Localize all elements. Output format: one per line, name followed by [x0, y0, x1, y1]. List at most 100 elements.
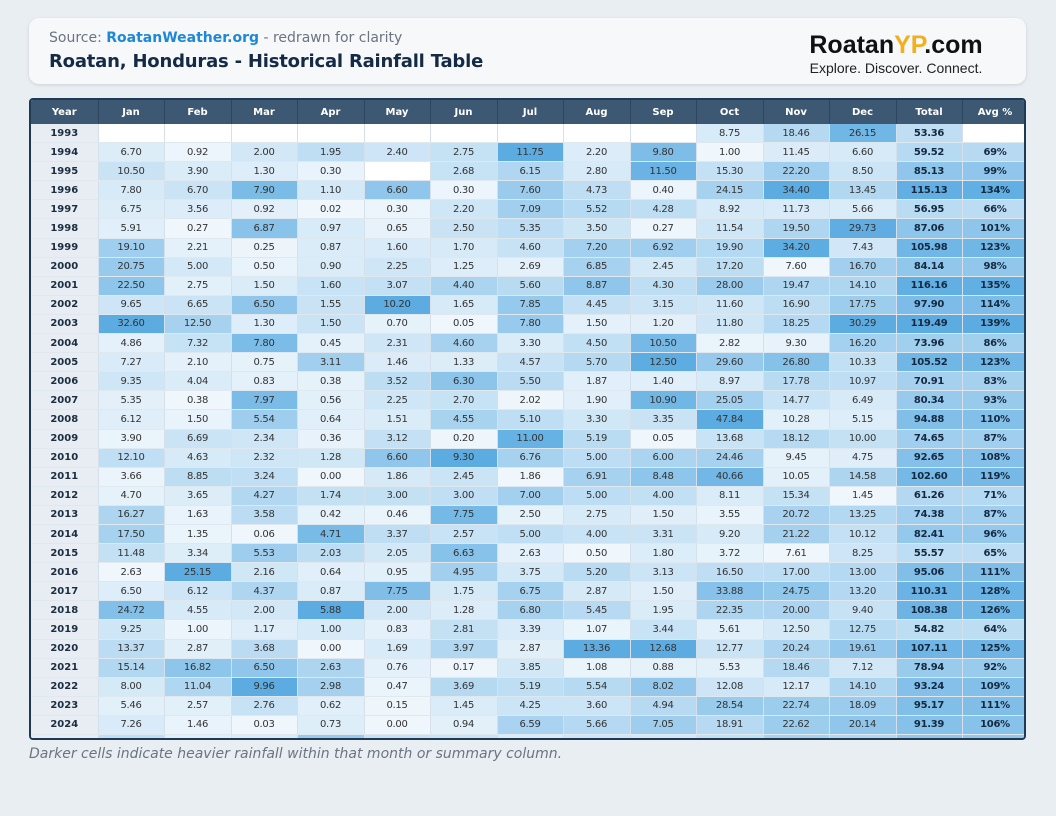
rainfall-cell: 0.15 [364, 696, 431, 716]
rainfall-cell: 19.10 [98, 238, 165, 258]
rainfall-cell: 10.90 [630, 390, 697, 411]
logo-wordmark: RoatanYP.com [796, 30, 996, 60]
rainfall-cell: 6.60 [829, 142, 897, 163]
rainfall-cell: 12.77 [696, 639, 764, 659]
rainfall-cell: 0.02 [297, 199, 365, 220]
rainfall-cell: 2.75 [563, 505, 631, 525]
rainfall-cell: 3.97 [430, 639, 498, 659]
total-cell: 56.95 [896, 199, 963, 220]
rainfall-cell: 0.45 [297, 333, 365, 354]
year-cell: 2022 [31, 677, 99, 697]
table-row: 2007 5.35 0.38 7.97 0.56 2.25 2.70 2.02 1.90 10.9… [31, 390, 1024, 411]
rainfall-cell: 3.07 [364, 276, 431, 296]
avg-percent-cell: 64% [962, 619, 1024, 640]
rainfall-table-frame: Year Jan Feb Mar Apr May Jun Jul Aug Sep Oct Nov Dec… [29, 98, 1026, 740]
rainfall-cell: 3.44 [630, 619, 697, 640]
rainfall-cell: 0.64 [297, 562, 365, 583]
year-cell: 1998 [31, 218, 99, 239]
rainfall-cell: 0.38 [297, 371, 365, 392]
rainfall-cell: 13.20 [829, 581, 897, 602]
rainfall-cell: 34.20 [763, 238, 830, 258]
total-cell: 95.17 [896, 696, 963, 716]
rainfall-cell: 3.90 [164, 161, 232, 182]
rainfall-cell: 3.30 [497, 333, 564, 354]
rainfall-cell: 4.00 [630, 486, 697, 506]
total-cell: 53.36 [896, 124, 963, 144]
rainfall-cell: 19.61 [829, 639, 897, 659]
rainfall-cell: 1.50 [630, 505, 697, 525]
rainfall-cell: 13.77 [829, 734, 897, 738]
rainfall-cell: 17.20 [696, 257, 764, 277]
year-cell: 2008 [31, 409, 99, 430]
rainfall-cell: 2.05 [364, 543, 431, 564]
rainfall-cell: 7.00 [497, 486, 564, 506]
rainfall-cell: 1.50 [164, 409, 232, 430]
rainfall-cell: 0.38 [164, 390, 232, 411]
rainfall-cell: 0.30 [430, 180, 498, 201]
rainfall-cell: 2.70 [430, 390, 498, 411]
table-row: 202512.312.791.533.432.812.403.283.332.4… [31, 734, 1024, 738]
rainfall-cell: 0.00 [364, 715, 431, 736]
rainfall-cell: 18.25 [763, 314, 830, 335]
rainfall-cell: 6.00 [630, 448, 697, 468]
rainfall-cell: 2.00 [231, 142, 298, 163]
rainfall-cell: 5.54 [563, 677, 631, 697]
rainfall-cell: 1.00 [164, 619, 232, 640]
rainfall-cell: 0.30 [297, 161, 365, 182]
rainfall-cell: 11.73 [763, 199, 830, 220]
rainfall-cell: 16.70 [829, 257, 897, 277]
avg-percent-cell: 128% [962, 581, 1024, 602]
rainfall-cell: 6.65 [164, 295, 232, 315]
rainfall-cell: 0.05 [430, 314, 498, 335]
rainfall-cell: 8.48 [630, 467, 697, 487]
rainfall-cell [98, 124, 165, 144]
rainfall-cell: 2.82 [696, 333, 764, 354]
avg-percent-cell: 111% [962, 696, 1024, 716]
year-cell: 2006 [31, 371, 99, 392]
source-site-link[interactable]: RoatanWeather.org [106, 30, 260, 46]
rainfall-cell: 5.61 [696, 619, 764, 640]
rainfall-cell: 2.20 [563, 142, 631, 163]
year-cell: 2012 [31, 486, 99, 506]
rainfall-cell: 3.28 [497, 734, 564, 738]
column-header-mar: Mar [231, 100, 298, 124]
column-header-year: Year [31, 100, 99, 124]
rainfall-cell: 0.30 [364, 199, 431, 220]
rainfall-cell [630, 124, 697, 144]
rainfall-cell: 7.09 [497, 199, 564, 220]
column-header-may: May [364, 100, 431, 124]
column-header-jun: Jun [430, 100, 498, 124]
year-cell: 2024 [31, 715, 99, 736]
rainfall-cell: 16.50 [696, 562, 764, 583]
avg-percent-cell: 134% [962, 180, 1024, 201]
rainfall-cell: 7.32 [164, 333, 232, 354]
rainfall-cell: 5.20 [563, 562, 631, 583]
rainfall-cell: 6.50 [231, 658, 298, 678]
rainfall-cell: 3.30 [563, 409, 631, 430]
rainfall-cell: 2.32 [231, 448, 298, 468]
rainfall-cell: 25.05 [696, 390, 764, 411]
year-cell: 2020 [31, 639, 99, 659]
rainfall-cell: 7.90 [231, 180, 298, 201]
logo-part-yp: YP [894, 31, 925, 59]
rainfall-cell: 1.69 [364, 639, 431, 659]
total-cell: 108.38 [896, 600, 963, 621]
table-row: 2008 6.12 1.50 5.54 0.64 1.51 4.55 5.10 3.30 3.35… [31, 409, 1024, 430]
rainfall-cell: 11.00 [497, 429, 564, 449]
rainfall-cell: 8.00 [98, 677, 165, 697]
table-row: 2001 22.50 2.75 1.50 1.60 3.07 4.40 5.60 8.87 4.3… [31, 276, 1024, 296]
rainfall-cell: 11.80 [696, 314, 764, 335]
table-row: 2021 15.14 16.82 6.50 2.63 0.76 0.17 3.85 1.08 0.… [31, 658, 1024, 678]
total-cell: 105.52 [896, 352, 963, 373]
year-cell: 2014 [31, 524, 99, 545]
rainfall-cell: 24.75 [763, 581, 830, 602]
rainfall-cell: 7.80 [98, 180, 165, 201]
rainfall-cell: 2.40 [430, 734, 498, 738]
rainfall-cell: 5.88 [297, 600, 365, 621]
rainfall-cell: 3.24 [231, 467, 298, 487]
rainfall-cell: 6.85 [563, 257, 631, 277]
rainfall-cell: 2.75 [164, 276, 232, 296]
rainfall-cell: 4.28 [630, 199, 697, 220]
rainfall-cell: 10.50 [98, 161, 165, 182]
year-cell: 2021 [31, 658, 99, 678]
